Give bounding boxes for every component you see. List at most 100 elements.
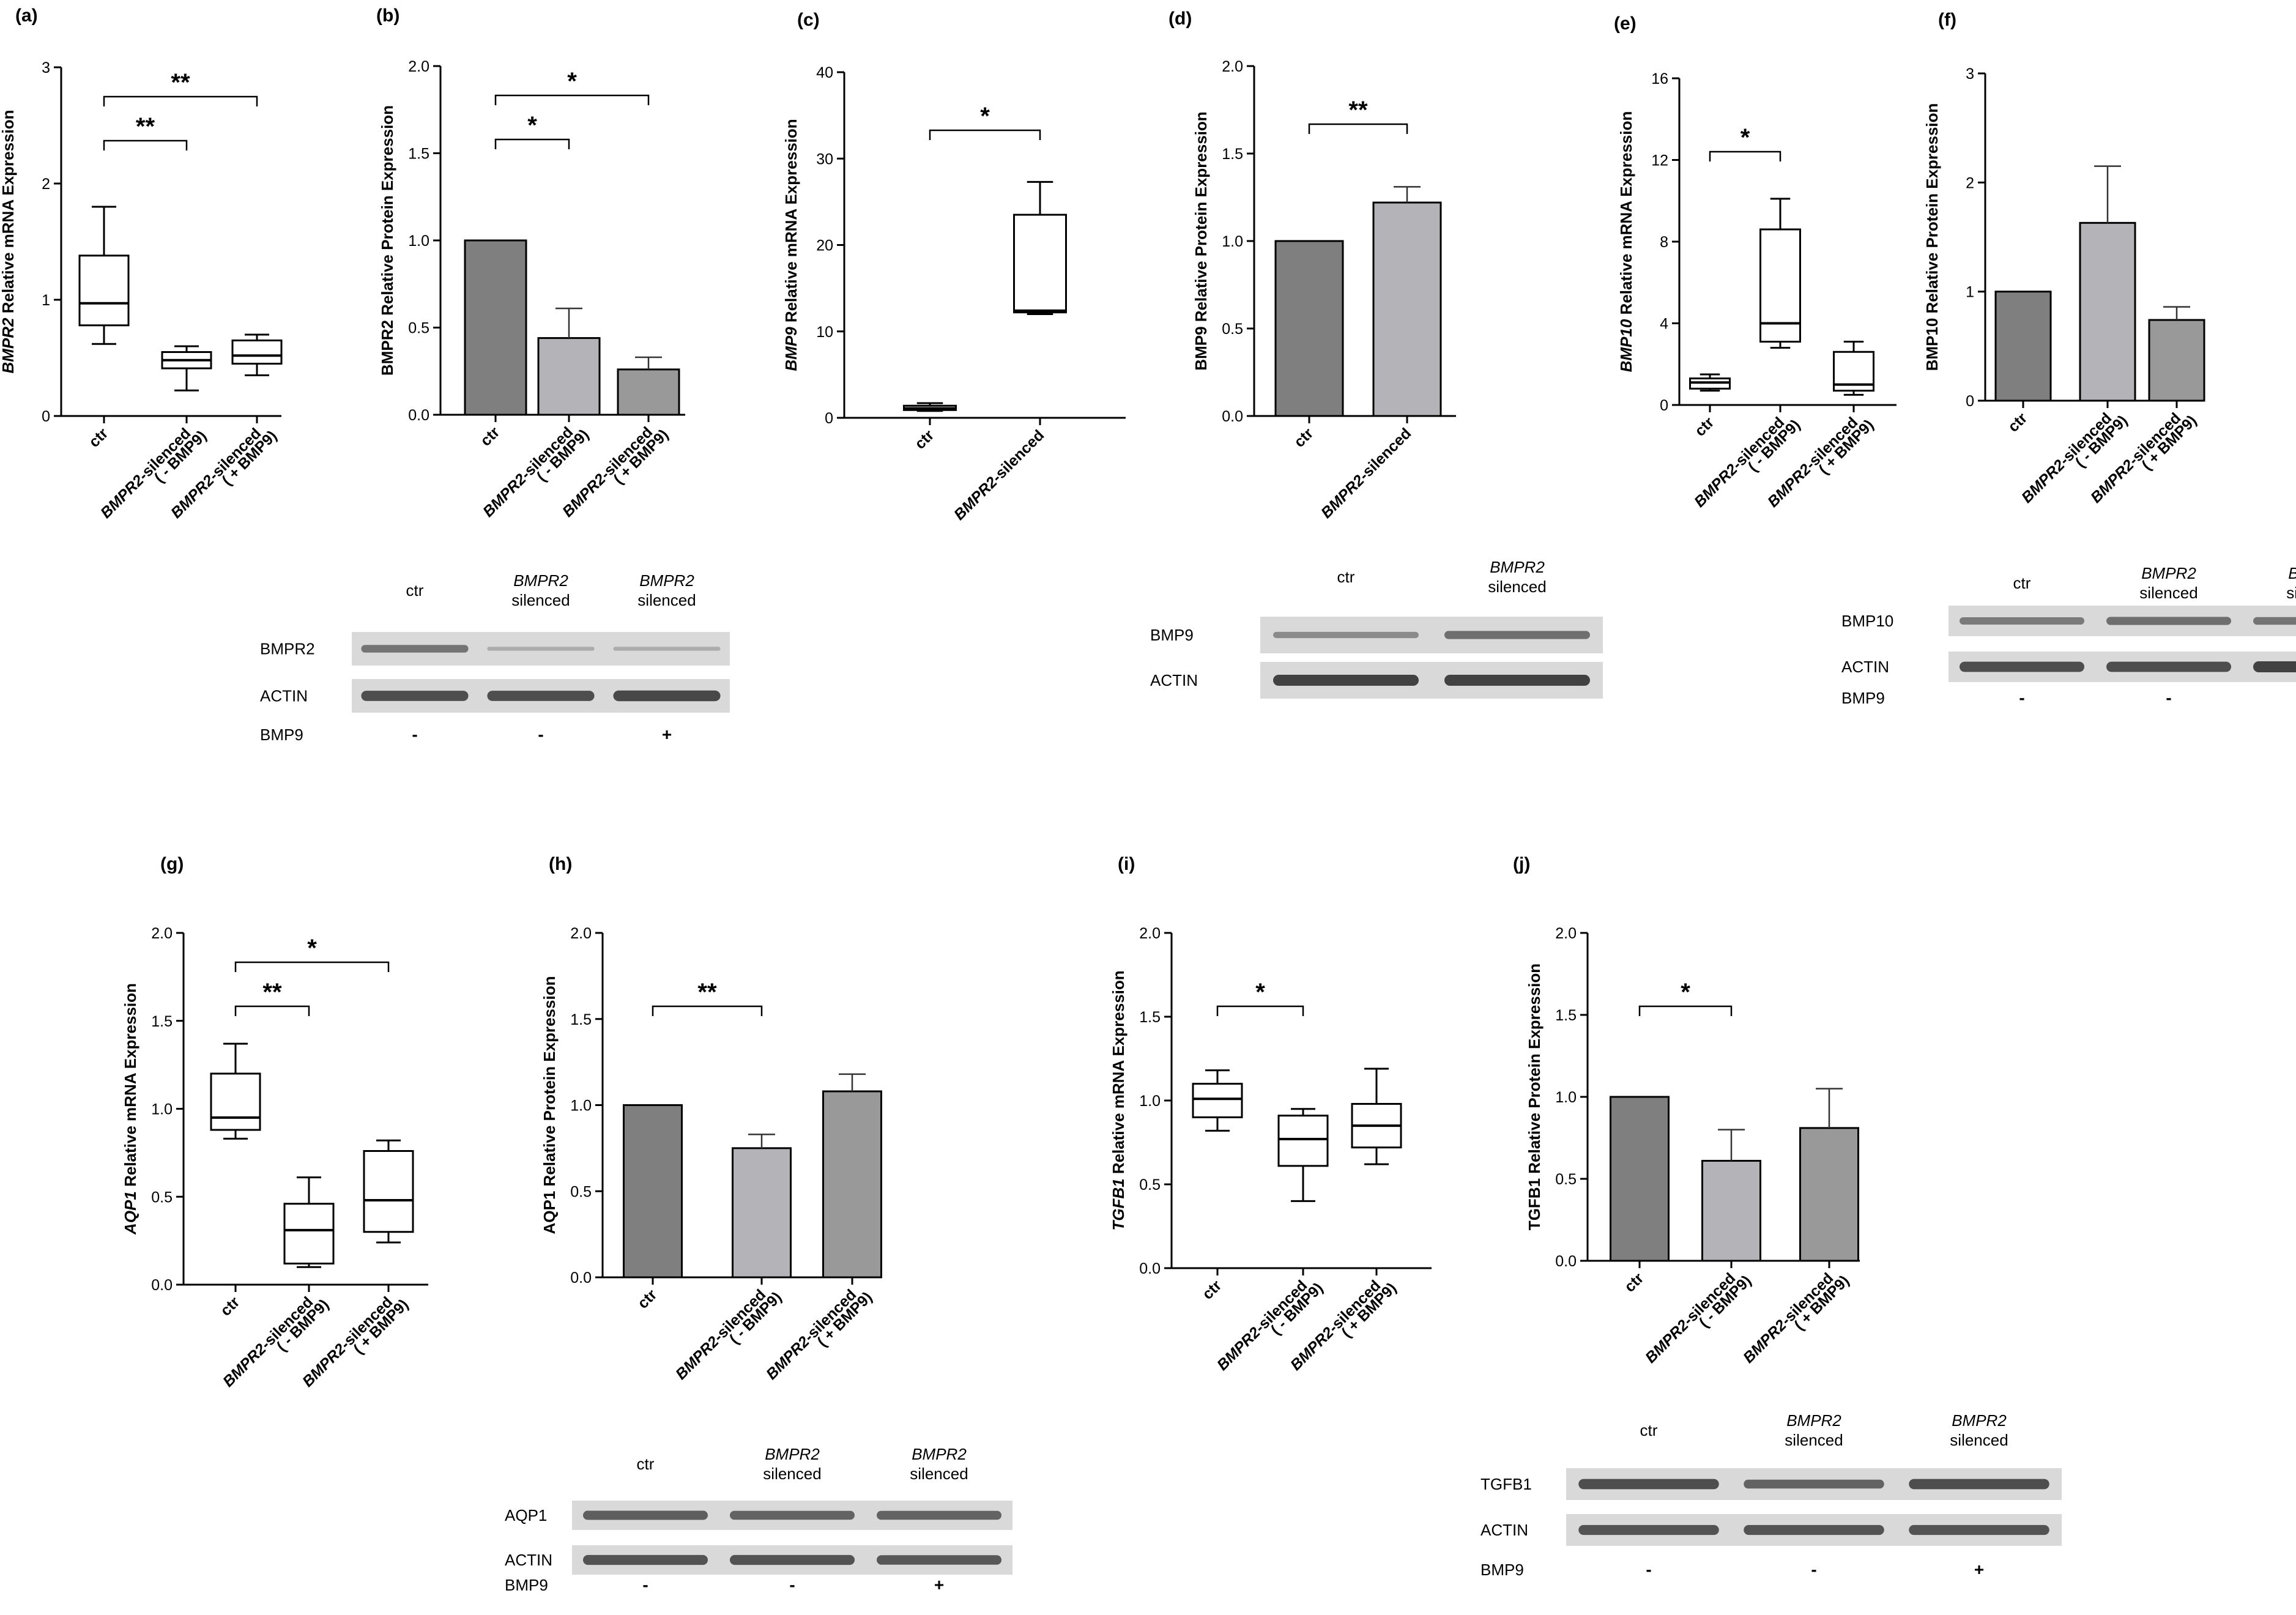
y-axis-label: AQP1 Relative mRNA Expression bbox=[121, 983, 139, 1235]
label-part: BMP9 Relative Protein Expression bbox=[1192, 111, 1210, 370]
bar bbox=[2148, 319, 2205, 402]
label-part: BMPR2 bbox=[1287, 1324, 1337, 1374]
blot-lane-label-line2: silenced bbox=[2286, 584, 2296, 602]
y-tick-label: 2.0 bbox=[1222, 58, 1243, 75]
blot-lane-label: ctr bbox=[1640, 1421, 1658, 1439]
y-tick-label: 1.5 bbox=[408, 146, 429, 163]
chart-panel: (g) 0.0 0.5 1.0 1.5 2.0 AQP1 Relative mRNA Exp… bbox=[121, 854, 428, 1390]
x-tick-label: ctr bbox=[912, 426, 938, 453]
significance-bracket bbox=[1308, 123, 1408, 134]
y-tick-label: 2.0 bbox=[570, 925, 592, 942]
significance-bracket bbox=[1216, 1005, 1304, 1016]
blot-row-label: AQP1 bbox=[505, 1506, 547, 1524]
chart-panel: (c) 0 10 20 30 40 BMP9 Relative mRNA Expressio… bbox=[782, 10, 1126, 524]
label-part: BMPR2 bbox=[2018, 456, 2068, 507]
y-tick-label: 0.5 bbox=[570, 1183, 592, 1200]
y-tick-label: 3 bbox=[1966, 65, 1974, 83]
bar bbox=[1610, 1096, 1670, 1262]
panel-label: (a) bbox=[15, 6, 38, 26]
label-part: AQP1 Relative Protein Expression bbox=[540, 976, 559, 1234]
blot-lane-label: BMPR2 bbox=[2288, 564, 2296, 582]
blot-band bbox=[730, 1554, 855, 1565]
y-tick-label: 1.5 bbox=[1222, 146, 1243, 163]
blot-band bbox=[1744, 1479, 1884, 1489]
y-tick-label: 0 bbox=[1966, 393, 1974, 410]
label-part: BMPR2 bbox=[97, 472, 147, 522]
label-part: BMPR2 bbox=[480, 470, 530, 521]
bar bbox=[617, 368, 680, 416]
chart-panel: (i) 0.0 0.5 1.0 1.5 2.0 TGFB1 Relative mRNA Ex… bbox=[1109, 854, 1432, 1374]
panel-label: (i) bbox=[1118, 854, 1135, 874]
blot-band bbox=[1273, 675, 1419, 686]
significance-bracket bbox=[1638, 1005, 1733, 1016]
blot-row-label: BMP10 bbox=[1841, 612, 1893, 630]
y-tick-label: 8 bbox=[1660, 234, 1668, 251]
y-tick-label: 1.0 bbox=[151, 1101, 173, 1118]
y-axis-label: TGFB1 Relative Protein Expression bbox=[1525, 963, 1544, 1230]
x-tick-label: ctr bbox=[634, 1286, 661, 1312]
blot-treatment-value: - bbox=[412, 725, 417, 744]
significance-bracket bbox=[494, 138, 570, 149]
blot-row-label: ACTIN bbox=[1481, 1521, 1528, 1539]
significance-label: * bbox=[527, 112, 537, 139]
blot-treatment-label: BMP9 bbox=[505, 1576, 548, 1594]
panel-label: (c) bbox=[797, 10, 820, 30]
blot-lane-label-line2: silenced bbox=[2139, 584, 2198, 602]
blot-lane-label-line2: silenced bbox=[511, 591, 570, 609]
blot-lane-label-line2: silenced bbox=[910, 1465, 968, 1483]
y-axis-label: BMP10 Relative Protein Expression bbox=[1923, 103, 1941, 371]
bar bbox=[1701, 1160, 1761, 1262]
blot-band bbox=[1444, 631, 1590, 639]
box bbox=[283, 1203, 335, 1264]
panel-label: (h) bbox=[549, 854, 572, 874]
blot-band bbox=[2253, 617, 2296, 625]
y-tick-label: 1.5 bbox=[151, 1013, 173, 1030]
panel-label: (d) bbox=[1168, 9, 1192, 29]
label-part: BMPR2 bbox=[1691, 461, 1741, 511]
blot-treatment-value: - bbox=[642, 1575, 648, 1594]
blot-row-label: ACTIN bbox=[1150, 671, 1198, 689]
blot-lane-label: BMPR2 bbox=[765, 1445, 820, 1463]
bar bbox=[732, 1147, 792, 1279]
blot-band bbox=[1744, 1524, 1884, 1535]
chart-panel: (j) 0.0 0.5 1.0 1.5 2.0 TGFB1 Relative Protein… bbox=[1513, 854, 1860, 1367]
label-part: BMPR2 bbox=[1642, 1316, 1692, 1367]
blot-band bbox=[1578, 1524, 1719, 1535]
y-axis-label: BMPR2 Relative mRNA Expression bbox=[0, 110, 17, 373]
label-part: BMPR2 bbox=[0, 317, 17, 374]
y-axis-label: BMP9 Relative mRNA Expression bbox=[782, 119, 800, 371]
y-tick-label: 0.5 bbox=[1139, 1176, 1161, 1194]
y-tick-label: 2 bbox=[42, 176, 50, 193]
label-part: BMPR2 bbox=[220, 1340, 270, 1390]
y-tick-label: 0.0 bbox=[408, 407, 429, 424]
blot-lane-label: BMPR2 bbox=[1952, 1411, 2007, 1430]
y-tick-label: 2.0 bbox=[1555, 925, 1577, 942]
bar bbox=[464, 239, 527, 416]
blot-treatment-value: + bbox=[1974, 1560, 1984, 1579]
x-tick-label: ctr bbox=[1621, 1269, 1648, 1296]
box bbox=[231, 340, 283, 365]
x-tick-label: BMPR2-silenced bbox=[1318, 425, 1414, 521]
y-axis-label: BMP9 Relative Protein Expression bbox=[1192, 111, 1210, 370]
y-tick-label: 40 bbox=[816, 64, 833, 81]
significance-bracket bbox=[234, 1005, 310, 1016]
significance-bracket bbox=[652, 1005, 763, 1016]
label-part: BMPR2 bbox=[168, 472, 218, 522]
blot-band bbox=[613, 690, 721, 702]
y-axis-label: BMPR2 Relative Protein Expression bbox=[378, 105, 396, 376]
label-part: BMPR2 bbox=[1764, 461, 1815, 511]
y-tick-label: 1.0 bbox=[1555, 1089, 1577, 1106]
y-tick-label: 2.0 bbox=[1139, 925, 1161, 942]
blot-lane-label-line2: silenced bbox=[763, 1465, 821, 1483]
y-tick-label: 2.0 bbox=[408, 58, 429, 75]
blot-lane-label: ctr bbox=[2013, 574, 2031, 592]
label-part: BMP10 bbox=[1617, 319, 1635, 372]
label-part: BMPR2 bbox=[559, 470, 609, 521]
panel-label: (e) bbox=[1614, 13, 1637, 34]
label-part: TGFB1 bbox=[1109, 1178, 1128, 1230]
x-tick-label: ctr bbox=[86, 425, 112, 451]
label-part: ctr bbox=[1199, 1277, 1225, 1303]
x-tick-label: ctr bbox=[2005, 409, 2031, 436]
chart-panel: (f) 0 1 2 3 BMP10 Relative Protein Expression… bbox=[1923, 10, 2205, 507]
